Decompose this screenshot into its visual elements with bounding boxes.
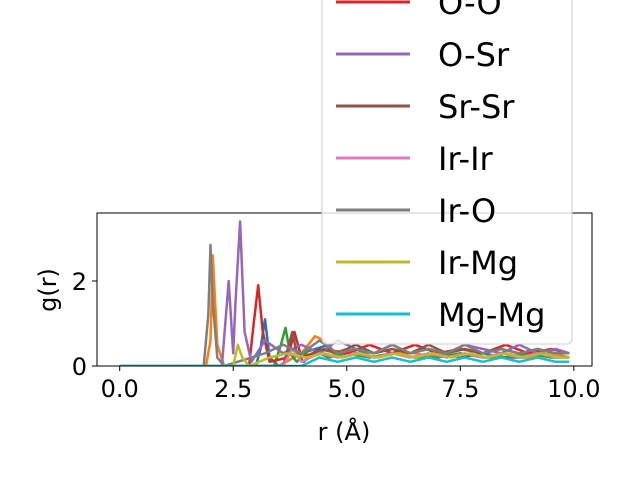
series-line-3 <box>119 284 570 366</box>
y-tick-label-1: 2 <box>72 268 87 296</box>
x-tick-label-2: 5.0 <box>328 375 366 403</box>
legend-label-0: O-O <box>438 0 502 22</box>
series-line-8 <box>119 343 570 366</box>
y-axis: 02 <box>72 268 97 381</box>
legend-label-3: Ir-Ir <box>438 140 494 178</box>
y-axis-label: g(r) <box>34 268 62 312</box>
x-tick-label-1: 2.5 <box>214 375 252 403</box>
legend: O-O O-Sr Sr-Sr Ir-Ir Ir-O Ir-Mg Mg-Mg <box>321 0 573 345</box>
x-tick-label-0: 0.0 <box>101 375 139 403</box>
x-tick-label-4: 10.0 <box>547 375 600 403</box>
series-line-9 <box>119 356 570 366</box>
x-axis-label: r (Å) <box>318 417 371 446</box>
series-line-7 <box>119 243 570 366</box>
legend-label-4: Ir-O <box>438 192 496 230</box>
series-layer <box>119 220 570 366</box>
y-tick-label-0: 0 <box>72 353 87 381</box>
x-tick-label-3: 7.5 <box>441 375 479 403</box>
legend-box <box>321 0 573 345</box>
legend-label-1: O-Sr <box>438 36 510 74</box>
x-axis: 0.0 2.5 5.0 7.5 10.0 <box>101 366 601 403</box>
legend-label-6: Mg-Mg <box>438 296 545 334</box>
series-line-4 <box>119 220 570 366</box>
legend-label-2: Sr-Sr <box>438 88 515 126</box>
legend-label-5: Ir-Mg <box>438 244 518 282</box>
